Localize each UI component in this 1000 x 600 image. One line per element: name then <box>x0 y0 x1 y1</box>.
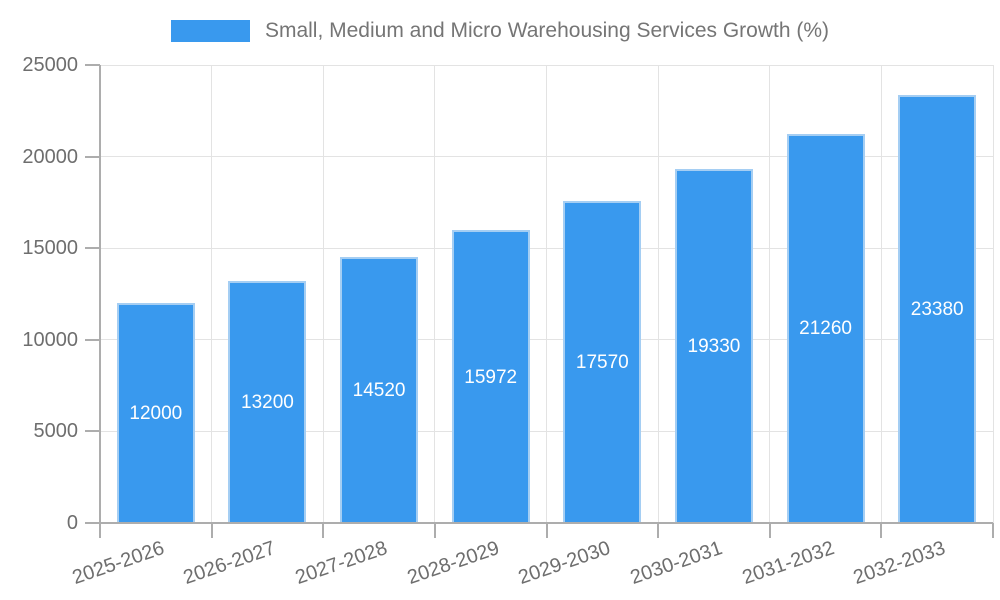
bar-value-label: 21260 <box>799 318 852 340</box>
gridline-vertical <box>880 65 882 523</box>
y-axis-tick <box>85 430 100 433</box>
gridline-vertical <box>434 65 436 523</box>
y-axis-tick <box>85 64 100 66</box>
bar: 21260 <box>786 133 865 523</box>
y-axis-tick <box>85 155 100 158</box>
y-tick-label: 0 <box>66 512 78 534</box>
bar: 17570 <box>563 201 642 523</box>
bar-value-label: 19330 <box>687 335 741 357</box>
y-axis-tick <box>85 338 100 341</box>
gridline-vertical <box>322 65 324 523</box>
bar-value-label: 14520 <box>352 379 406 401</box>
x-axis-tick <box>880 523 883 538</box>
x-axis-tick <box>657 523 660 538</box>
y-axis-line <box>99 65 101 524</box>
y-axis-tick <box>85 522 100 524</box>
y-tick-label: 25000 <box>22 54 78 76</box>
gridline-vertical <box>211 65 213 523</box>
bar: 23380 <box>898 94 977 523</box>
bar-value-label: 23380 <box>910 298 964 320</box>
gridline-vertical <box>546 65 547 523</box>
y-tick-label: 20000 <box>22 145 78 168</box>
gridline-vertical <box>657 65 659 523</box>
bar-value-label: 12000 <box>129 403 183 425</box>
bar: 19330 <box>674 168 753 523</box>
x-axis-tick <box>322 523 325 538</box>
x-axis-tick <box>992 523 994 538</box>
legend-swatch <box>170 20 250 42</box>
bar: 14520 <box>340 256 419 523</box>
bar: 12000 <box>116 303 195 523</box>
x-axis-tick <box>433 523 436 538</box>
bar: 15972 <box>451 230 530 523</box>
x-axis-line <box>100 522 993 524</box>
legend-label: Small, Medium and Micro Warehousing Serv… <box>264 19 830 42</box>
y-axis-tick <box>85 247 100 250</box>
bar: 13200 <box>228 281 307 523</box>
legend-item[interactable]: Small, Medium and Micro Warehousing Serv… <box>0 17 1000 45</box>
gridline-vertical <box>992 65 994 523</box>
bar-value-label: 17570 <box>575 352 629 374</box>
x-axis-tick <box>768 523 771 538</box>
y-tick-label: 10000 <box>22 328 78 351</box>
x-axis-tick <box>545 523 548 538</box>
y-tick-label: 15000 <box>22 237 78 260</box>
y-tick-label: 5000 <box>33 420 79 443</box>
gridline-vertical <box>769 65 771 523</box>
x-axis-tick <box>210 523 213 538</box>
x-axis-tick <box>99 523 101 538</box>
bar-value-label: 13200 <box>241 392 294 414</box>
bar-value-label: 15972 <box>464 366 518 388</box>
